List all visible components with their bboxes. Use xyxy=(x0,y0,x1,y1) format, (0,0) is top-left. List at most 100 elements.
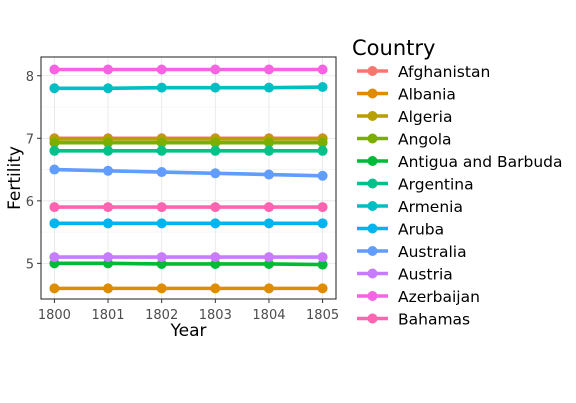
data-point xyxy=(156,283,167,294)
data-point xyxy=(49,83,60,94)
legend-items: Afghanistan Albania Algeria Angola Antigua a… xyxy=(357,63,563,329)
legend-label: Aruba xyxy=(398,221,444,239)
data-point xyxy=(263,283,274,294)
legend-label: Azerbaijan xyxy=(398,288,480,306)
x-tick-label: 1802 xyxy=(145,308,178,323)
data-point xyxy=(263,137,274,148)
y-tick-label: 8 xyxy=(26,70,34,85)
y-tick-labels: 5 6 7 8 xyxy=(26,70,34,273)
legend-label: Albania xyxy=(398,86,456,104)
legend-key-point xyxy=(367,178,378,189)
data-point xyxy=(49,64,60,75)
data-point xyxy=(210,168,221,179)
data-point xyxy=(263,169,274,180)
series-line xyxy=(54,261,323,267)
data-point xyxy=(317,170,328,181)
data-point xyxy=(103,252,114,263)
legend-item: Armenia xyxy=(357,198,463,216)
x-tick-label: 1801 xyxy=(91,308,124,323)
data-point xyxy=(210,202,221,213)
data-point xyxy=(49,283,60,294)
data-point xyxy=(156,167,167,178)
data-point xyxy=(317,145,328,156)
data-point xyxy=(156,258,167,269)
data-point xyxy=(317,218,328,229)
data-point xyxy=(263,252,274,263)
data-point xyxy=(210,283,221,294)
data-point xyxy=(156,218,167,229)
data-point xyxy=(263,64,274,75)
legend-item: Afghanistan xyxy=(357,63,490,81)
axis-ticks xyxy=(37,75,324,303)
legend-item: Azerbaijan xyxy=(357,288,480,306)
legend-item: Antigua and Barbuda xyxy=(357,153,563,171)
x-tick-label: 1804 xyxy=(252,308,285,323)
data-point xyxy=(210,82,221,93)
data-point xyxy=(156,145,167,156)
data-point xyxy=(210,218,221,229)
data-point xyxy=(49,218,60,229)
x-tick-label: 1803 xyxy=(199,308,232,323)
data-point xyxy=(103,83,114,94)
legend-label: Bahamas xyxy=(398,311,470,329)
data-point xyxy=(317,64,328,75)
series-aruba xyxy=(49,218,328,229)
data-point xyxy=(156,64,167,75)
series-line xyxy=(54,167,323,178)
data-point xyxy=(103,218,114,229)
legend-key-point xyxy=(367,313,378,324)
data-point xyxy=(49,202,60,213)
series-line xyxy=(54,85,323,91)
data-point xyxy=(49,145,60,156)
data-point xyxy=(263,258,274,269)
series-armenia xyxy=(49,82,328,94)
data-point xyxy=(317,202,328,213)
x-axis-title: Year xyxy=(170,321,207,341)
data-point xyxy=(317,137,328,148)
legend-item: Austria xyxy=(357,266,453,284)
data-point xyxy=(263,202,274,213)
legend-label: Antigua and Barbuda xyxy=(398,153,563,171)
x-tick-label: 1805 xyxy=(306,308,339,323)
legend-key-point xyxy=(367,133,378,144)
data-point xyxy=(49,137,60,148)
legend-key-point xyxy=(367,268,378,279)
legend-label: Armenia xyxy=(398,198,463,216)
y-axis-title: Fertility xyxy=(5,146,25,210)
legend-item: Argentina xyxy=(357,176,474,194)
y-tick-label: 6 xyxy=(26,195,34,210)
legend-item: Aruba xyxy=(357,221,444,239)
legend-item: Australia xyxy=(357,243,467,261)
series-argentina xyxy=(49,145,328,156)
series-angola xyxy=(49,137,328,148)
data-point xyxy=(103,64,114,75)
data-point xyxy=(317,259,328,270)
legend-key-point xyxy=(367,291,378,301)
data-point xyxy=(103,283,114,294)
y-tick-label: 7 xyxy=(26,132,34,147)
y-tick-label: 5 xyxy=(26,257,34,272)
x-tick-labels: 1800 1801 1802 1803 1804 1805 xyxy=(38,308,339,323)
data-point xyxy=(263,82,274,93)
data-point xyxy=(103,202,114,213)
series-bahamas xyxy=(49,202,328,213)
legend-label: Austria xyxy=(398,266,453,284)
legend-key-point xyxy=(367,246,378,256)
legend-label: Argentina xyxy=(398,176,474,194)
series-albania xyxy=(49,283,328,294)
data-point xyxy=(210,145,221,156)
legend-item: Bahamas xyxy=(357,311,470,329)
legend-label: Australia xyxy=(398,243,467,261)
series-azerbaijan xyxy=(49,64,328,75)
data-point xyxy=(49,164,60,175)
legend-label: Angola xyxy=(398,131,452,149)
data-point xyxy=(103,145,114,156)
data-point xyxy=(156,252,167,263)
data-point xyxy=(103,165,114,176)
data-point xyxy=(210,137,221,148)
legend-key-point xyxy=(367,66,378,76)
legend-item: Angola xyxy=(357,131,452,149)
legend-key-point xyxy=(367,201,378,211)
data-point xyxy=(263,218,274,229)
